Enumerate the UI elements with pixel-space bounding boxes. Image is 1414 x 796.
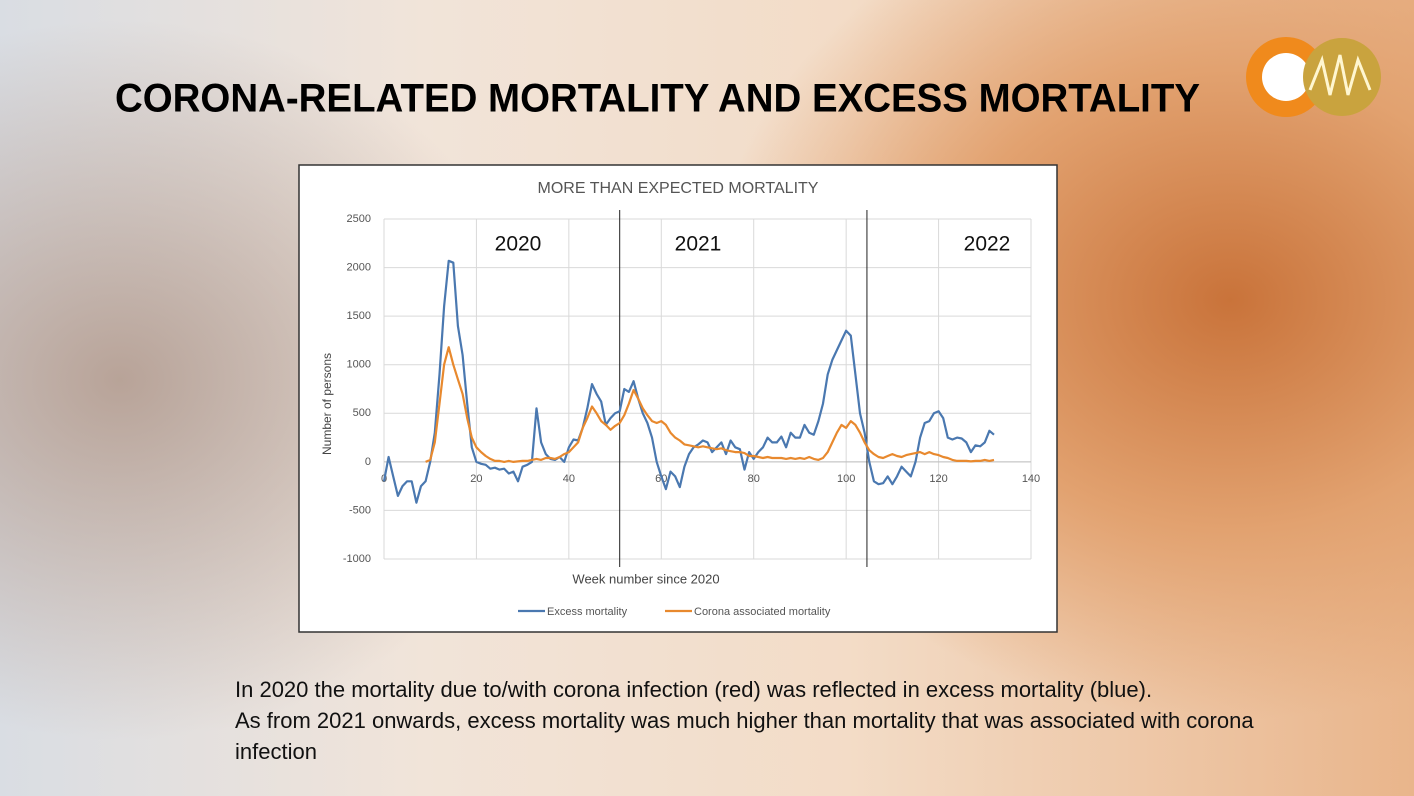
caption-line: In 2020 the mortality due to/with corona… [235, 677, 1153, 702]
logo [1246, 37, 1381, 117]
chart-title: MORE THAN EXPECTED MORTALITY [538, 180, 819, 197]
y-tick-label: 1500 [347, 310, 371, 322]
x-tick-label: 140 [1022, 473, 1040, 485]
year-label: 2021 [675, 233, 722, 256]
logo-heart [1262, 53, 1310, 101]
chart-frame [298, 164, 1058, 633]
x-tick-label: 100 [837, 473, 855, 485]
x-tick-label: 80 [748, 473, 760, 485]
y-axis-label: Number of persons [320, 353, 334, 455]
x-tick-label: 40 [563, 473, 575, 485]
caption-line: As from 2021 onwards, excess mortality w… [235, 708, 1254, 764]
y-tick-label: -1000 [343, 553, 371, 565]
y-tick-label: 0 [365, 456, 371, 468]
y-tick-label: 2500 [347, 213, 371, 225]
legend-label: Excess mortality [547, 606, 628, 618]
year-label: 2020 [495, 233, 542, 256]
y-tick-label: 1000 [347, 359, 371, 371]
x-tick-label: 20 [470, 473, 482, 485]
series-line [425, 346, 995, 463]
logo-mark [1308, 54, 1372, 96]
x-axis-label: Week number since 2020 [572, 571, 719, 586]
year-label: 2022 [964, 233, 1011, 256]
y-tick-label: 2000 [347, 261, 371, 273]
y-tick-label: 500 [353, 407, 371, 419]
series-line [382, 259, 995, 504]
legend-label: Corona associated mortality [694, 606, 831, 618]
caption: In 2020 the mortality due to/with corona… [235, 674, 1295, 767]
y-tick-label: -500 [349, 504, 371, 516]
x-tick-label: 120 [929, 473, 947, 485]
slide-title: CORONA-RELATED MORTALITY AND EXCESS MORT… [115, 77, 1200, 121]
